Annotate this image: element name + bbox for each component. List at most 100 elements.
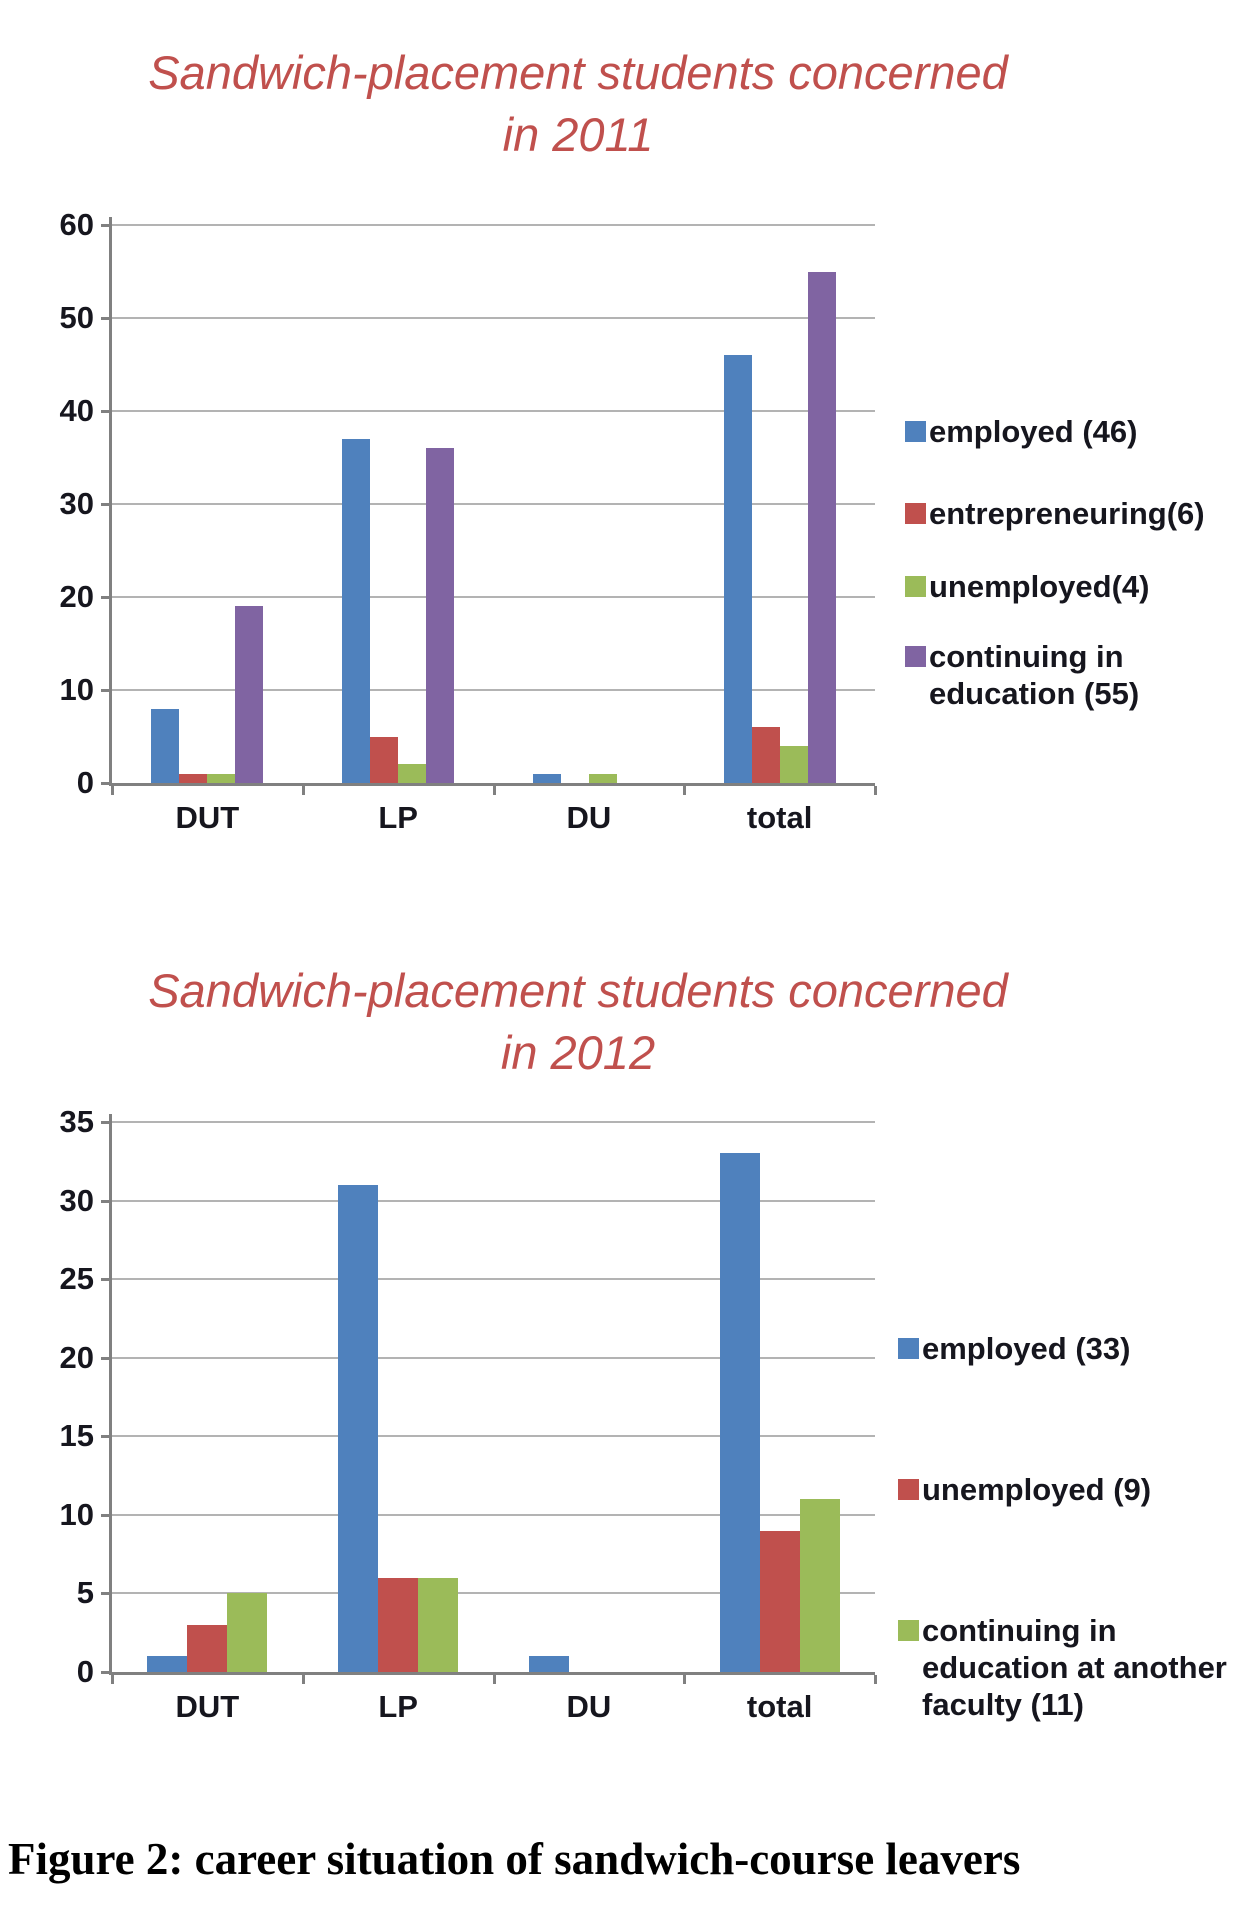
x-category-label-DU: DU: [566, 800, 612, 835]
x-axis: [109, 783, 875, 786]
y-axis-tick: [101, 1121, 109, 1124]
y-tick-label-20: 20: [59, 579, 94, 614]
x-category-label-LP: LP: [378, 800, 418, 835]
y-axis: [109, 217, 112, 786]
y-tick-label-35: 35: [59, 1104, 94, 1139]
y-axis-tick: [101, 317, 109, 320]
x-axis-tick: [492, 786, 496, 795]
bar-DUT-0: [147, 1656, 188, 1672]
x-axis-tick: [111, 1675, 114, 1684]
figure-caption: Figure 2: career situation of sandwich-c…: [8, 1834, 1021, 1884]
gridline-30: [112, 1199, 875, 1202]
y-tick-label-25: 25: [59, 1261, 94, 1297]
y-axis-tick: [101, 1592, 109, 1596]
legend-item-1: entrepreneuring(6): [905, 495, 1205, 532]
bar-DUT-2: [227, 1593, 268, 1672]
y-tick-label-60: 60: [59, 207, 94, 242]
x-axis-tick: [683, 1675, 687, 1684]
legend-item-0: employed (46): [905, 413, 1137, 450]
x-axis-tick: [492, 1675, 496, 1684]
gridline-25: [112, 1278, 875, 1281]
legend-swatch-icon: [898, 1479, 919, 1500]
y-tick-label-0: 0: [76, 765, 94, 800]
y-axis-tick: [101, 503, 109, 506]
chart-title-line-1: Sandwich-placement students concerned: [148, 964, 1008, 1017]
bar-total-2: [779, 745, 808, 783]
y-tick-label-20: 20: [59, 1339, 94, 1375]
legend-box: employed (33) unemployed (9) continuing in…: [898, 1330, 1259, 1723]
y-axis-tick: [101, 224, 109, 227]
legend-swatch-icon: [898, 1338, 919, 1359]
gridline-50: [112, 317, 875, 319]
y-axis-tick: [101, 1199, 109, 1203]
bar-LP-0: [342, 438, 371, 783]
legend-box: employed (46) entrepreneuring(6) unemploye…: [905, 413, 1205, 712]
bar-total-1: [759, 1530, 800, 1672]
y-axis: [109, 1114, 112, 1675]
legend-swatch-icon: [905, 646, 926, 667]
y-axis-tick: [101, 689, 109, 692]
bar-LP-2: [398, 764, 427, 783]
bar-LP-2: [418, 1577, 459, 1672]
x-axis-tick: [301, 1675, 305, 1684]
y-axis-tick: [101, 1513, 109, 1517]
bar-LP-3: [426, 448, 455, 783]
y-tick-label-30: 30: [59, 1182, 94, 1218]
legend-swatch-icon: [898, 1620, 919, 1641]
bar-DUT-3: [235, 606, 264, 783]
y-tick-label-50: 50: [59, 300, 94, 335]
legend-swatch-icon: [905, 421, 926, 442]
legend-label-2: unemployed(4): [929, 569, 1150, 604]
y-tick-label-0: 0: [76, 1654, 94, 1689]
bar-total-0: [723, 355, 752, 783]
bar-LP-1: [370, 736, 399, 783]
bar-total-2: [799, 1499, 840, 1672]
x-category-label-DUT: DUT: [175, 800, 240, 835]
legend-label-0: employed (46): [929, 414, 1138, 449]
bar-total-0: [719, 1153, 760, 1672]
legend-swatch-icon: [905, 503, 926, 524]
y-tick-label-15: 15: [59, 1418, 94, 1454]
legend-item-3: continuing in education (55): [905, 638, 1169, 712]
bar-total-1: [751, 727, 780, 783]
gridline-20: [112, 596, 875, 598]
bar-DU-2: [588, 773, 617, 783]
bar-LP-0: [338, 1184, 379, 1672]
bar-total-3: [807, 271, 836, 783]
x-category-label-LP: LP: [378, 1689, 418, 1724]
chart-title-line-2: in 2011: [502, 108, 654, 162]
chart-title-line-1: Sandwich-placement students concerned: [148, 46, 1008, 99]
legend-label-1: entrepreneuring(6): [929, 496, 1205, 531]
x-axis-tick: [874, 1675, 877, 1684]
y-tick-label-10: 10: [59, 672, 94, 707]
y-tick-label-5: 5: [76, 1575, 94, 1611]
x-category-label-DUT: DUT: [175, 1689, 240, 1724]
y-tick-label-30: 30: [59, 486, 94, 521]
bar-DUT-1: [179, 773, 208, 783]
x-category-label-DU: DU: [566, 1689, 612, 1724]
bar-DUT-1: [187, 1624, 228, 1672]
gridline-35: [112, 1121, 875, 1123]
bar-DUT-0: [151, 708, 180, 783]
y-axis-tick: [101, 1435, 109, 1439]
bar-DUT-2: [207, 773, 236, 783]
y-axis-tick: [101, 410, 109, 413]
legend-swatch-icon: [905, 576, 926, 597]
chart-title-2012: Sandwich-placement students concerned in…: [88, 960, 1068, 1084]
y-tick-label-40: 40: [59, 393, 94, 428]
x-category-label-total: total: [746, 800, 813, 835]
y-axis-tick: [101, 782, 109, 785]
legend-label-3: continuing in education (55): [929, 639, 1140, 711]
bar-LP-1: [378, 1577, 419, 1672]
legend-label-0: employed (33): [922, 1331, 1131, 1366]
y-axis-tick: [101, 1278, 109, 1282]
bar-DU-0: [532, 773, 561, 783]
y-tick-label-10: 10: [59, 1496, 94, 1532]
gridline-20: [112, 1356, 875, 1359]
